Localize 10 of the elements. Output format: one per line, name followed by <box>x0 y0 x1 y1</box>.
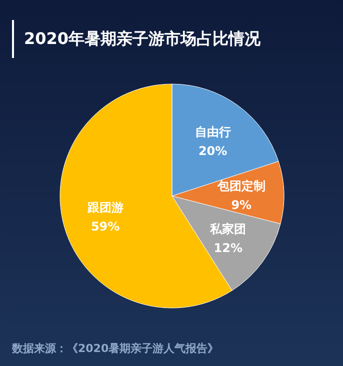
slice-label: 包团定制 <box>216 178 266 193</box>
slice-label: 私家团 <box>209 222 246 236</box>
data-label: 12% <box>214 240 243 255</box>
chart-title: 2020年暑期亲子游市场占比情况 <box>24 29 262 48</box>
slice-label: 自由行 <box>194 124 231 139</box>
data-label: 59% <box>90 219 120 234</box>
data-label: 20% <box>198 144 228 158</box>
data-label: 9% <box>231 198 252 212</box>
source-note: 数据来源：《2020暑期亲子游人气报告》 <box>11 342 219 355</box>
slice-label: 跟团游 <box>86 200 124 214</box>
